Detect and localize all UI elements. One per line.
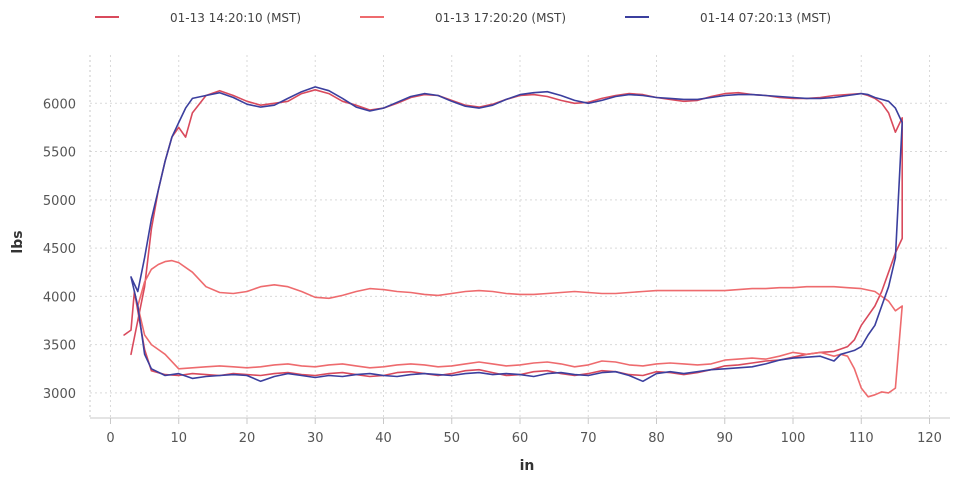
y-tick-label-0: 3000 <box>43 387 76 402</box>
y-tick-label-5: 5500 <box>43 146 76 161</box>
series-layer <box>123 86 903 398</box>
x-tick-label-4: 40 <box>375 431 392 446</box>
y-tick-label-3: 4500 <box>43 242 76 257</box>
series-line-2 <box>137 259 903 398</box>
legend-label-3[interactable]: 01-14 07:20:13 (MST) <box>700 11 831 25</box>
x-tick-label-8: 80 <box>648 431 665 446</box>
y-tick-label-2: 4000 <box>43 290 76 305</box>
x-tick-label-1: 10 <box>170 431 187 446</box>
y-tick-label-1: 3500 <box>43 339 76 354</box>
y-axis-title: lbs <box>10 230 26 253</box>
chart-grid <box>90 55 950 418</box>
series-line-1 <box>123 89 903 378</box>
x-tick-label-11: 110 <box>849 431 874 446</box>
x-tick-label-6: 60 <box>512 431 529 446</box>
x-tick-label-10: 100 <box>781 431 806 446</box>
x-tick-label-3: 30 <box>307 431 324 446</box>
y-tick-label-4: 5000 <box>43 194 76 209</box>
x-tick-label-2: 20 <box>239 431 256 446</box>
x-axis-title: in <box>520 458 535 474</box>
chart-legend: 01-13 14:20:10 (MST) 01-13 17:20:20 (MST)… <box>95 11 831 25</box>
series-line-3 <box>130 86 903 383</box>
x-tick-label-12: 120 <box>917 431 942 446</box>
x-tick-label-5: 50 <box>443 431 460 446</box>
x-tick-label-7: 70 <box>580 431 597 446</box>
chart-axes: 0 10 20 30 40 50 60 70 80 90 100 110 120 3000 3500 4000… <box>43 55 950 446</box>
y-tick-label-6: 6000 <box>43 97 76 112</box>
legend-label-1[interactable]: 01-13 14:20:10 (MST) <box>170 11 301 25</box>
x-tick-label-0: 0 <box>106 431 114 446</box>
x-tick-label-9: 90 <box>716 431 733 446</box>
legend-label-2[interactable]: 01-13 17:20:20 (MST) <box>435 11 566 25</box>
